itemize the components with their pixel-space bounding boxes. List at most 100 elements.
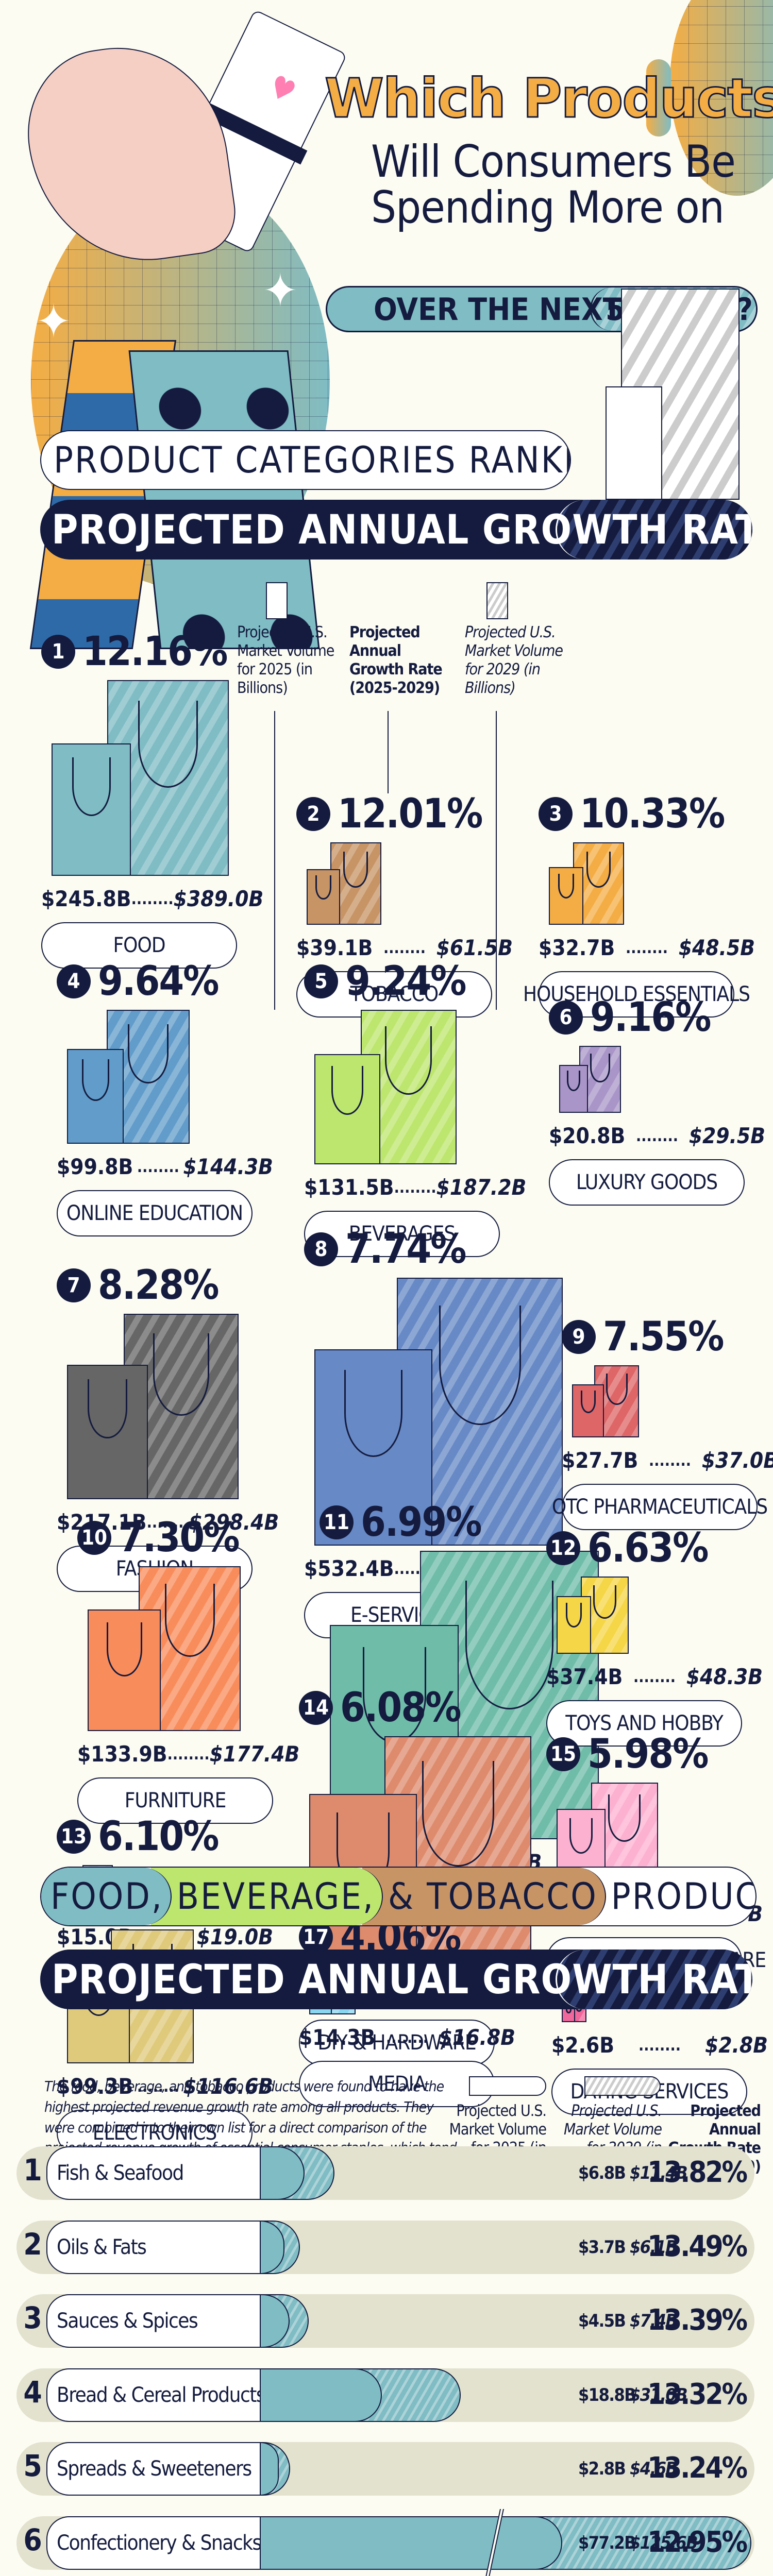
bag-pair-icon — [57, 1010, 273, 1144]
row-name: Confectionery & Snacks — [46, 2516, 261, 2570]
value-2025: $4.5B — [578, 2311, 626, 2331]
volume-2025: $133.9B — [77, 1741, 167, 1767]
growth-rate: 5.98% — [587, 1731, 709, 1777]
dots-separator: ........ — [394, 1179, 436, 1197]
volume-2025: $14.3B — [299, 2025, 376, 2050]
bag-pair-icon — [546, 1577, 763, 1654]
volume-2029: $298.4B — [189, 1510, 279, 1535]
dots-separator: ........ — [638, 2037, 681, 2055]
volume-2029: $61.5B — [436, 935, 513, 960]
volume-2029: $19.0B — [196, 1924, 273, 1950]
category-label: FURNITURE — [77, 1777, 273, 1824]
rank-number: 8 — [304, 1232, 338, 1266]
growth-rate: 13.49% — [647, 2229, 748, 2263]
legend-connector — [496, 711, 497, 1010]
rank-badge: 1 12.16% — [41, 629, 228, 675]
volume-values: $99.8B ........ $144.3B — [57, 1154, 273, 1179]
bag-2025-mark — [549, 867, 583, 925]
category-label: FOOD — [41, 922, 237, 969]
bag-2025-mark — [307, 869, 340, 925]
bag-2025-mark — [67, 1049, 124, 1144]
bag-pair-icon — [562, 1365, 773, 1437]
legend-vol2025: Projected U.S. Market Volume for 2025 (i… — [237, 623, 334, 697]
bag-pair-icon — [296, 842, 513, 925]
category-label: ONLINE EDUCATION — [57, 1190, 253, 1236]
volume-values: $14.3B ........ $16.8B — [299, 2025, 515, 2050]
volume-values: $99.3B ........ $116.6B — [57, 2074, 273, 2099]
volume-2025: $99.8B — [57, 1154, 133, 1179]
category-label: DIY & HARDWARE — [299, 2020, 495, 2066]
bag-pair-icon — [77, 1566, 294, 1731]
row-name: Sauces & Spices — [46, 2294, 261, 2348]
volume-2025: $131.5B — [304, 1175, 394, 1200]
table-row: 6 Confectionery & Snacks $77.2B $125.6B … — [16, 2509, 754, 2576]
dots-separator: ........ — [625, 939, 668, 957]
legend-bag-2025-icon — [266, 582, 288, 619]
volume-2029: $187.2B — [436, 1175, 527, 1200]
growth-rate: 13.39% — [647, 2303, 748, 2337]
volume-2025: $32.7B — [539, 935, 615, 960]
dots-separator: ........ — [635, 1127, 679, 1145]
value-2029: $7.4B — [630, 2311, 678, 2331]
bag-2025-mark — [52, 743, 131, 876]
rank-badge: 5 9.24% — [304, 958, 466, 1005]
table-row: 5 Spreads & Sweeteners $2.8B $4.6B 13.24… — [16, 2442, 754, 2496]
volume-2025: $99.3B — [57, 2074, 133, 2099]
volume-2029: $16.8B — [439, 2025, 515, 2050]
volume-2029: $29.5B — [688, 1123, 765, 1148]
volume-2025: $532.4B — [304, 1556, 394, 1581]
growth-rate: 7.74% — [345, 1226, 466, 1273]
rank-number: 12 — [546, 1531, 580, 1565]
rank-number: 9 — [562, 1320, 596, 1354]
bag-pair-icon — [57, 1314, 273, 1499]
growth-rate: 13.82% — [647, 2156, 748, 2189]
growth-rate: 12.01% — [338, 791, 483, 837]
bag-pair-icon — [539, 842, 755, 925]
growth-rate: 6.10% — [98, 1814, 219, 1860]
rank-number: 14 — [299, 1691, 333, 1725]
volume-values: $20.8B ........ $29.5B — [549, 1123, 765, 1148]
value-2025: $2.8B — [578, 2459, 626, 2479]
value-2025: $3.7B — [578, 2236, 626, 2258]
rank-number: 4 — [57, 964, 91, 998]
dots-separator: ........ — [633, 1668, 676, 1686]
category-label: LUXURY GOODS — [549, 1159, 745, 1206]
volume-values: $133.9B ........ $177.4B — [77, 1741, 299, 1767]
rank-badge: 13 6.10% — [57, 1814, 219, 1860]
bag-pair-icon — [304, 1010, 520, 1164]
sparkle-icon: ✦ — [36, 295, 71, 349]
growth-rate: 9.16% — [590, 994, 711, 1041]
bag-2025-mark — [559, 1065, 588, 1113]
rank-badge: 4 9.64% — [57, 958, 219, 1005]
sparkle-icon: ✦ — [263, 264, 298, 318]
category-label: MEDIA — [299, 2061, 495, 2107]
growth-rate: 7.30% — [119, 1515, 240, 1561]
dots-separator: ........ — [137, 2078, 179, 2096]
bag-2025-mark — [314, 1349, 432, 1546]
pill-decoration — [646, 59, 671, 137]
row-name: Fish & Seafood — [46, 2146, 261, 2200]
row-name: Spreads & Sweeteners — [46, 2442, 261, 2496]
volume-2029: $48.5B — [678, 935, 755, 960]
bag-pair-icon — [304, 1278, 563, 1546]
hero-title-line2: Will Consumers Be Spending More on — [371, 136, 736, 234]
volume-values: $32.7B ........ $48.5B — [539, 935, 755, 960]
row-rank: 3 — [23, 2300, 42, 2335]
rank-number: 11 — [320, 1505, 354, 1539]
rank-number: 13 — [57, 1820, 91, 1854]
growth-rate: 12.95% — [647, 2525, 748, 2559]
rank-badge: 9 7.55% — [562, 1314, 724, 1360]
hero-title-line1: Which Products — [324, 66, 773, 131]
rank-badge: 2 12.01% — [296, 791, 483, 837]
legend-connector — [388, 711, 389, 793]
volume-2025: $39.1B — [296, 935, 373, 960]
legend-vol2029: Projected U.S. Market Volume for 2029 (i… — [465, 623, 563, 697]
bar-2025 — [261, 2146, 305, 2200]
dots-separator: ........ — [131, 890, 174, 908]
volume-2029: $2.8B — [704, 2032, 768, 2058]
growth-rate: 13.32% — [647, 2377, 748, 2411]
heart-icon: ♥ — [263, 67, 301, 112]
row-rank: 6 — [23, 2522, 42, 2557]
volume-2025: $27.7B — [562, 1448, 638, 1473]
category-label: OTC PHARMACEUTICALS — [552, 1484, 768, 1530]
